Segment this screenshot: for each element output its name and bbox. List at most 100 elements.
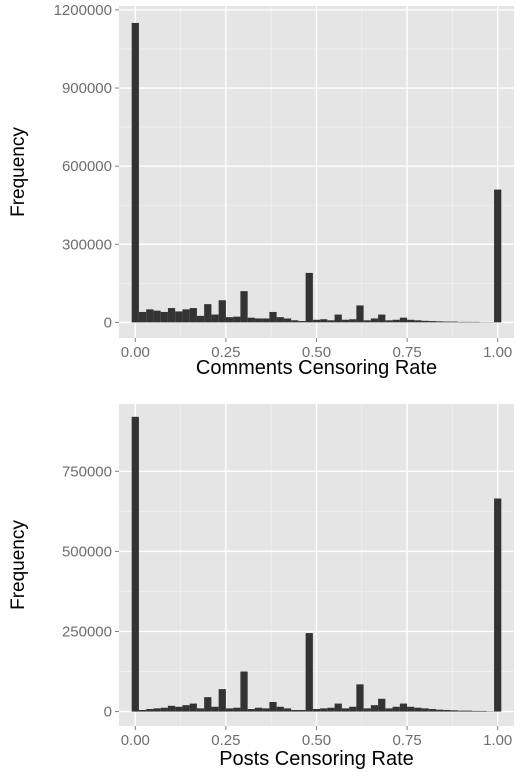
x-axis-title: Posts Censoring Rate — [219, 748, 414, 770]
histogram-bar — [298, 321, 306, 323]
tick-labels-group: 0.00 0.25 0.50 0.75 1.00 0 250000 500000 750000 — [62, 463, 512, 749]
histogram-bar — [182, 705, 190, 712]
bars-group — [131, 416, 502, 712]
bars-group — [131, 22, 502, 323]
histogram-bar — [196, 708, 205, 712]
histogram-bar — [240, 671, 248, 712]
histogram-bar — [472, 321, 480, 323]
histogram-bar — [175, 311, 183, 323]
y-tick-label: 0 — [104, 704, 112, 721]
y-tick-label: 750000 — [62, 463, 112, 480]
histogram-bar — [283, 318, 292, 323]
y-tick-label: 300000 — [62, 236, 112, 253]
x-tick-label: 0.25 — [211, 344, 240, 361]
histogram-bar — [494, 498, 502, 712]
histogram-bar — [146, 309, 154, 323]
histogram-bar — [204, 304, 212, 323]
histogram-bar — [457, 710, 466, 712]
histogram-bar — [240, 291, 248, 323]
histogram-bar — [131, 416, 139, 712]
histogram-bar — [189, 308, 197, 323]
histogram-bar — [370, 318, 379, 323]
x-tick-label: 0.75 — [392, 732, 421, 749]
histogram-bar — [312, 319, 321, 323]
histogram-bar — [436, 709, 444, 712]
x-tick-label: 0.25 — [211, 732, 240, 749]
histogram-bar — [450, 321, 458, 323]
y-axis-title: Frequency — [8, 520, 29, 610]
histogram-bar — [233, 316, 241, 323]
histogram-bar — [370, 705, 379, 712]
histogram-bar — [399, 317, 408, 323]
histogram-bar — [182, 309, 190, 323]
x-tick-label: 0.00 — [121, 732, 150, 749]
y-tick-label: 900000 — [62, 80, 112, 97]
histogram-bar — [334, 314, 342, 323]
histogram-bar — [269, 701, 277, 712]
histogram-bar — [378, 698, 386, 712]
histogram-bar — [131, 22, 139, 323]
y-tick-label: 250000 — [62, 623, 112, 640]
histogram-bar — [225, 708, 234, 712]
histogram-bar — [334, 703, 342, 712]
histogram-bar — [211, 314, 219, 323]
histogram-bar — [421, 708, 429, 712]
histogram-bar — [291, 320, 299, 323]
histogram-bar — [363, 320, 371, 323]
histogram-bar — [218, 689, 226, 712]
histogram-bar — [247, 317, 255, 323]
ticks-group — [115, 470, 499, 730]
histogram-bar — [349, 319, 357, 323]
histogram-bar — [138, 311, 147, 323]
histogram-bar — [320, 708, 328, 712]
histogram-bar — [421, 320, 429, 323]
histogram-bar — [298, 709, 306, 712]
histogram-bar — [414, 320, 422, 323]
histogram-bar — [443, 709, 451, 712]
histogram-bar — [305, 272, 313, 323]
histogram-bar — [153, 310, 161, 323]
histogram-bar — [196, 315, 205, 323]
histogram-bar — [254, 707, 263, 712]
x-tick-label: 0.00 — [121, 344, 150, 361]
histogram-bar — [341, 708, 350, 712]
histogram-bar — [283, 708, 292, 712]
histogram-bar — [262, 708, 270, 712]
histogram-bar — [356, 305, 364, 323]
y-axis-title: Frequency — [8, 127, 29, 217]
histogram-bar — [276, 317, 284, 323]
histogram-bar — [363, 708, 371, 712]
chart-posts-censoring-rate: 0.00 0.25 0.50 0.75 1.000250000500000750000 … — [8, 404, 514, 770]
x-tick-label: 0.50 — [302, 344, 331, 361]
histogram-bar — [450, 710, 458, 712]
x-tick-label: 1.00 — [483, 732, 512, 749]
histogram-bar — [189, 703, 197, 712]
histogram-bar — [218, 300, 226, 323]
histogram-bar — [211, 706, 219, 712]
chart-comments-censoring-rate: 0.00 0.25 0.50 0.75 1.00 0 300000 600000 900000 1… — [8, 2, 514, 379]
histogram-bar — [428, 321, 437, 323]
histogram-bar — [254, 318, 263, 323]
histogram-bar — [385, 708, 393, 712]
histogram-bar — [146, 709, 154, 712]
histogram-bar — [407, 706, 415, 712]
histogram-bar — [341, 319, 350, 323]
histogram-bar — [160, 311, 168, 323]
histogram-bar — [356, 684, 364, 712]
histogram-bar — [457, 321, 466, 323]
histogram-bar — [153, 708, 161, 712]
ticks-group — [115, 9, 499, 342]
y-tick-label: 500000 — [62, 543, 112, 560]
histogram-bar — [204, 697, 212, 712]
x-axis-title: Comments Censoring Rate — [196, 357, 437, 379]
histogram-bar — [327, 707, 335, 712]
histogram-bar — [262, 318, 270, 323]
histogram-bar — [392, 319, 400, 323]
histogram-bar — [305, 633, 313, 712]
histogram-bar — [414, 707, 422, 712]
histogram-bar — [138, 709, 147, 712]
histogram-bar — [320, 319, 328, 323]
histogram-bar — [494, 189, 502, 323]
histogram-bar — [160, 707, 168, 712]
